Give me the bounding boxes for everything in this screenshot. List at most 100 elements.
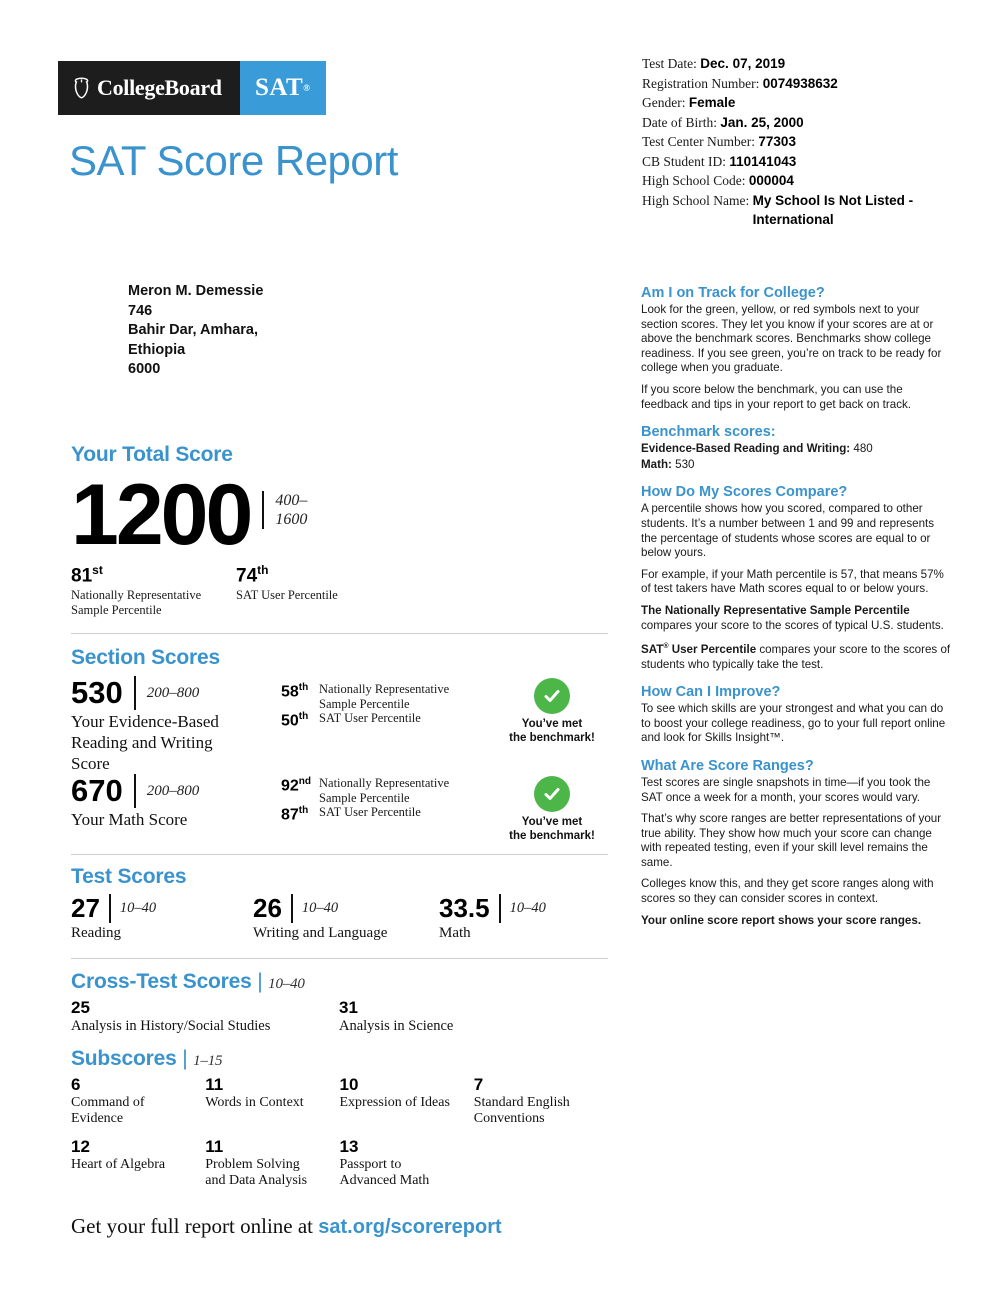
cross-test-label: Analysis in History/Social Studies [71, 1018, 271, 1035]
footer-text: Get your full report online at [71, 1214, 319, 1238]
meta-label: Test Center Number: [642, 134, 756, 149]
subscore-passport-to-advanced-math: 13 Passport to Advanced Math [340, 1137, 474, 1189]
subscore-label: Problem Solving and Data Analysis [205, 1157, 308, 1189]
subscore-command-of-evidence: 6 Command of Evidence [71, 1075, 205, 1127]
total-percentiles: 81st Nationally Representative Sample Pe… [71, 563, 608, 617]
percentile-sat-user: 87th SAT User Percentile [281, 805, 497, 824]
meta-label: High School Name: [642, 192, 750, 208]
meta-row-high-school-code: High School Code: 000004 [642, 171, 982, 191]
full-report-link[interactable]: sat.org/scorereport [318, 1216, 502, 1238]
benchmark-math: Math: 530 [641, 458, 951, 473]
subscore-label: Standard English Conventions [473, 1095, 570, 1127]
percentile-label: Nationally Representative Sample Percent… [319, 682, 450, 711]
subscore-label: Command of Evidence [71, 1095, 145, 1127]
section-scores-heading: Section Scores [71, 646, 220, 670]
subscore-value: 10 [339, 1075, 359, 1095]
total-score-value: 1200 [71, 467, 253, 563]
test-score-value: 27 10–40 [71, 893, 157, 924]
meta-row-cb-student-id: CB Student ID: 110141043 [642, 152, 982, 172]
compare-paragraph-1: A percentile shows how you scored, compa… [641, 502, 935, 560]
subscore-words-in-context: 11 Words in Context [205, 1075, 339, 1127]
footer-cta: Get your full report online at sat.org/s… [71, 1214, 502, 1239]
benchmark-message: You’ve met the benchmark! [509, 816, 595, 842]
meta-value: 110141043 [729, 153, 797, 169]
section-score-left: 670 200–800 Your Math Score [71, 774, 281, 830]
meta-row-date-of-birth: Date of Birth: Jan. 25, 2000 [642, 113, 982, 133]
cross-test-range: 10–40 [268, 976, 305, 993]
total-score-heading: Your Total Score [71, 443, 233, 466]
address-line-2: Bahir Dar, Amhara, [128, 322, 259, 338]
scores-column: Your Total Score 1200 400– 1600 81st Nat… [71, 443, 608, 1189]
ranges-paragraph-1: Test scores are single snapshots in time… [641, 775, 931, 804]
section-percentiles: 58th Nationally Representative Sample Pe… [281, 676, 497, 730]
acorn-icon [73, 77, 90, 99]
subscores-range: 1–15 [193, 1053, 223, 1070]
divider [71, 854, 608, 856]
percentile-label: Nationally Representative Sample Percent… [319, 776, 450, 805]
student-name: Meron M. Demessie [128, 283, 264, 299]
meta-value: Dec. 07, 2019 [700, 56, 786, 71]
improve-paragraph-1: To see which skills are your strongest a… [641, 702, 946, 745]
student-address-block: Meron M. Demessie 746 Bahir Dar, Amhara,… [128, 282, 263, 380]
meta-value: 77303 [758, 134, 796, 149]
address-line-3: Ethiopia [128, 341, 186, 358]
subscore-label: Passport to Advanced Math [339, 1157, 430, 1189]
test-score-writing-and-language: 26 10–40 Writing and Language [253, 894, 439, 942]
test-score-range: 10–40 [108, 894, 156, 924]
meta-label: Gender: [642, 95, 686, 110]
percentile-sat-user: 74th SAT User Percentile [236, 563, 401, 617]
divider [71, 633, 608, 635]
how-do-my-scores-compare-heading: How Do My Scores Compare? [641, 484, 848, 501]
section-score-row-erw: 530 200–800 Your Evidence-Based Reading … [71, 676, 608, 774]
meta-label: CB Student ID: [642, 153, 727, 169]
address-line-4: 6000 [128, 361, 161, 377]
subscore-value: 13 [339, 1137, 359, 1157]
sat-user-percentile-description: compares your score to the scores of stu… [641, 642, 951, 671]
sat-user-percentile-term: SAT [641, 642, 664, 656]
subscores-row-1: 6 Command of Evidence 11 Words in Contex… [71, 1075, 608, 1127]
subscore-label: Expression of Ideas [339, 1095, 450, 1111]
subscore-label: Words in Context [205, 1095, 304, 1111]
test-scores-row: 27 10–40 Reading 26 10–40 Writing and La… [71, 894, 608, 942]
section-score-range: 200–800 [133, 676, 199, 711]
test-score-range: 10–40 [498, 894, 546, 924]
test-score-value: 33.5 10–40 [439, 893, 546, 924]
meta-label: Test Date: [642, 56, 697, 71]
subscore-value: 11 [205, 1137, 224, 1157]
subscores-heading: Subscores | 1–15 [71, 1047, 223, 1071]
compare-paragraph-4: SAT® User Percentile compares your score… [641, 640, 951, 672]
section-scores-rows: 530 200–800 Your Evidence-Based Reading … [71, 676, 608, 848]
compare-paragraph-3: The Nationally Representative Sample Per… [641, 604, 951, 633]
percentile-label: Nationally Representative Sample Percent… [71, 588, 202, 617]
check-circle-icon [534, 678, 570, 715]
am-i-on-track-paragraph-1: Look for the green, yellow, or red symbo… [641, 303, 942, 375]
percentile-sat-user: 50th SAT User Percentile [281, 711, 497, 730]
total-score-range-line2: 1600 [275, 511, 308, 528]
percentile-value: 50th [281, 711, 309, 730]
benchmark-scores-heading: Benchmark scores: [641, 424, 776, 441]
registered-mark: ® [303, 83, 311, 93]
benchmark-badge-erw: You’ve met the benchmark! [497, 676, 607, 745]
meta-row-registration-number: Registration Number: 0074938632 [642, 74, 982, 94]
test-score-range: 10–40 [290, 894, 338, 924]
ordinal-suffix: st [92, 563, 103, 577]
collegeboard-wordmark: CollegeBoard [97, 75, 222, 100]
subscore-expression-of-ideas: 10 Expression of Ideas [340, 1075, 474, 1127]
percentile-value: 81st [71, 563, 103, 587]
test-meta-block: Test Date: Dec. 07, 2019 Registration Nu… [642, 54, 982, 230]
check-circle-icon [534, 776, 570, 813]
benchmark-message: You’ve met the benchmark! [509, 718, 595, 744]
test-score-reading: 27 10–40 Reading [71, 894, 253, 942]
cross-test-label: Analysis in Science [339, 1018, 454, 1035]
collegeboard-logo-block: CollegeBoard [58, 61, 240, 115]
ordinal-suffix: th [298, 682, 309, 694]
benchmark-erw-label: Evidence-Based Reading and Writing: [641, 442, 851, 456]
sat-wordmark: SAT [254, 74, 304, 101]
meta-value: 0074938632 [762, 75, 838, 91]
ranges-paragraph-2: That’s why score ranges are better repre… [641, 812, 942, 869]
benchmark-erw: Evidence-Based Reading and Writing: 480 [641, 442, 951, 457]
sat-user-percentile-term-2: User Percentile [668, 642, 757, 656]
am-i-on-track-paragraph-2: If you score below the benchmark, you ca… [641, 382, 912, 411]
subscore-value: 6 [71, 1075, 81, 1095]
registered-mark: ® [663, 643, 669, 651]
